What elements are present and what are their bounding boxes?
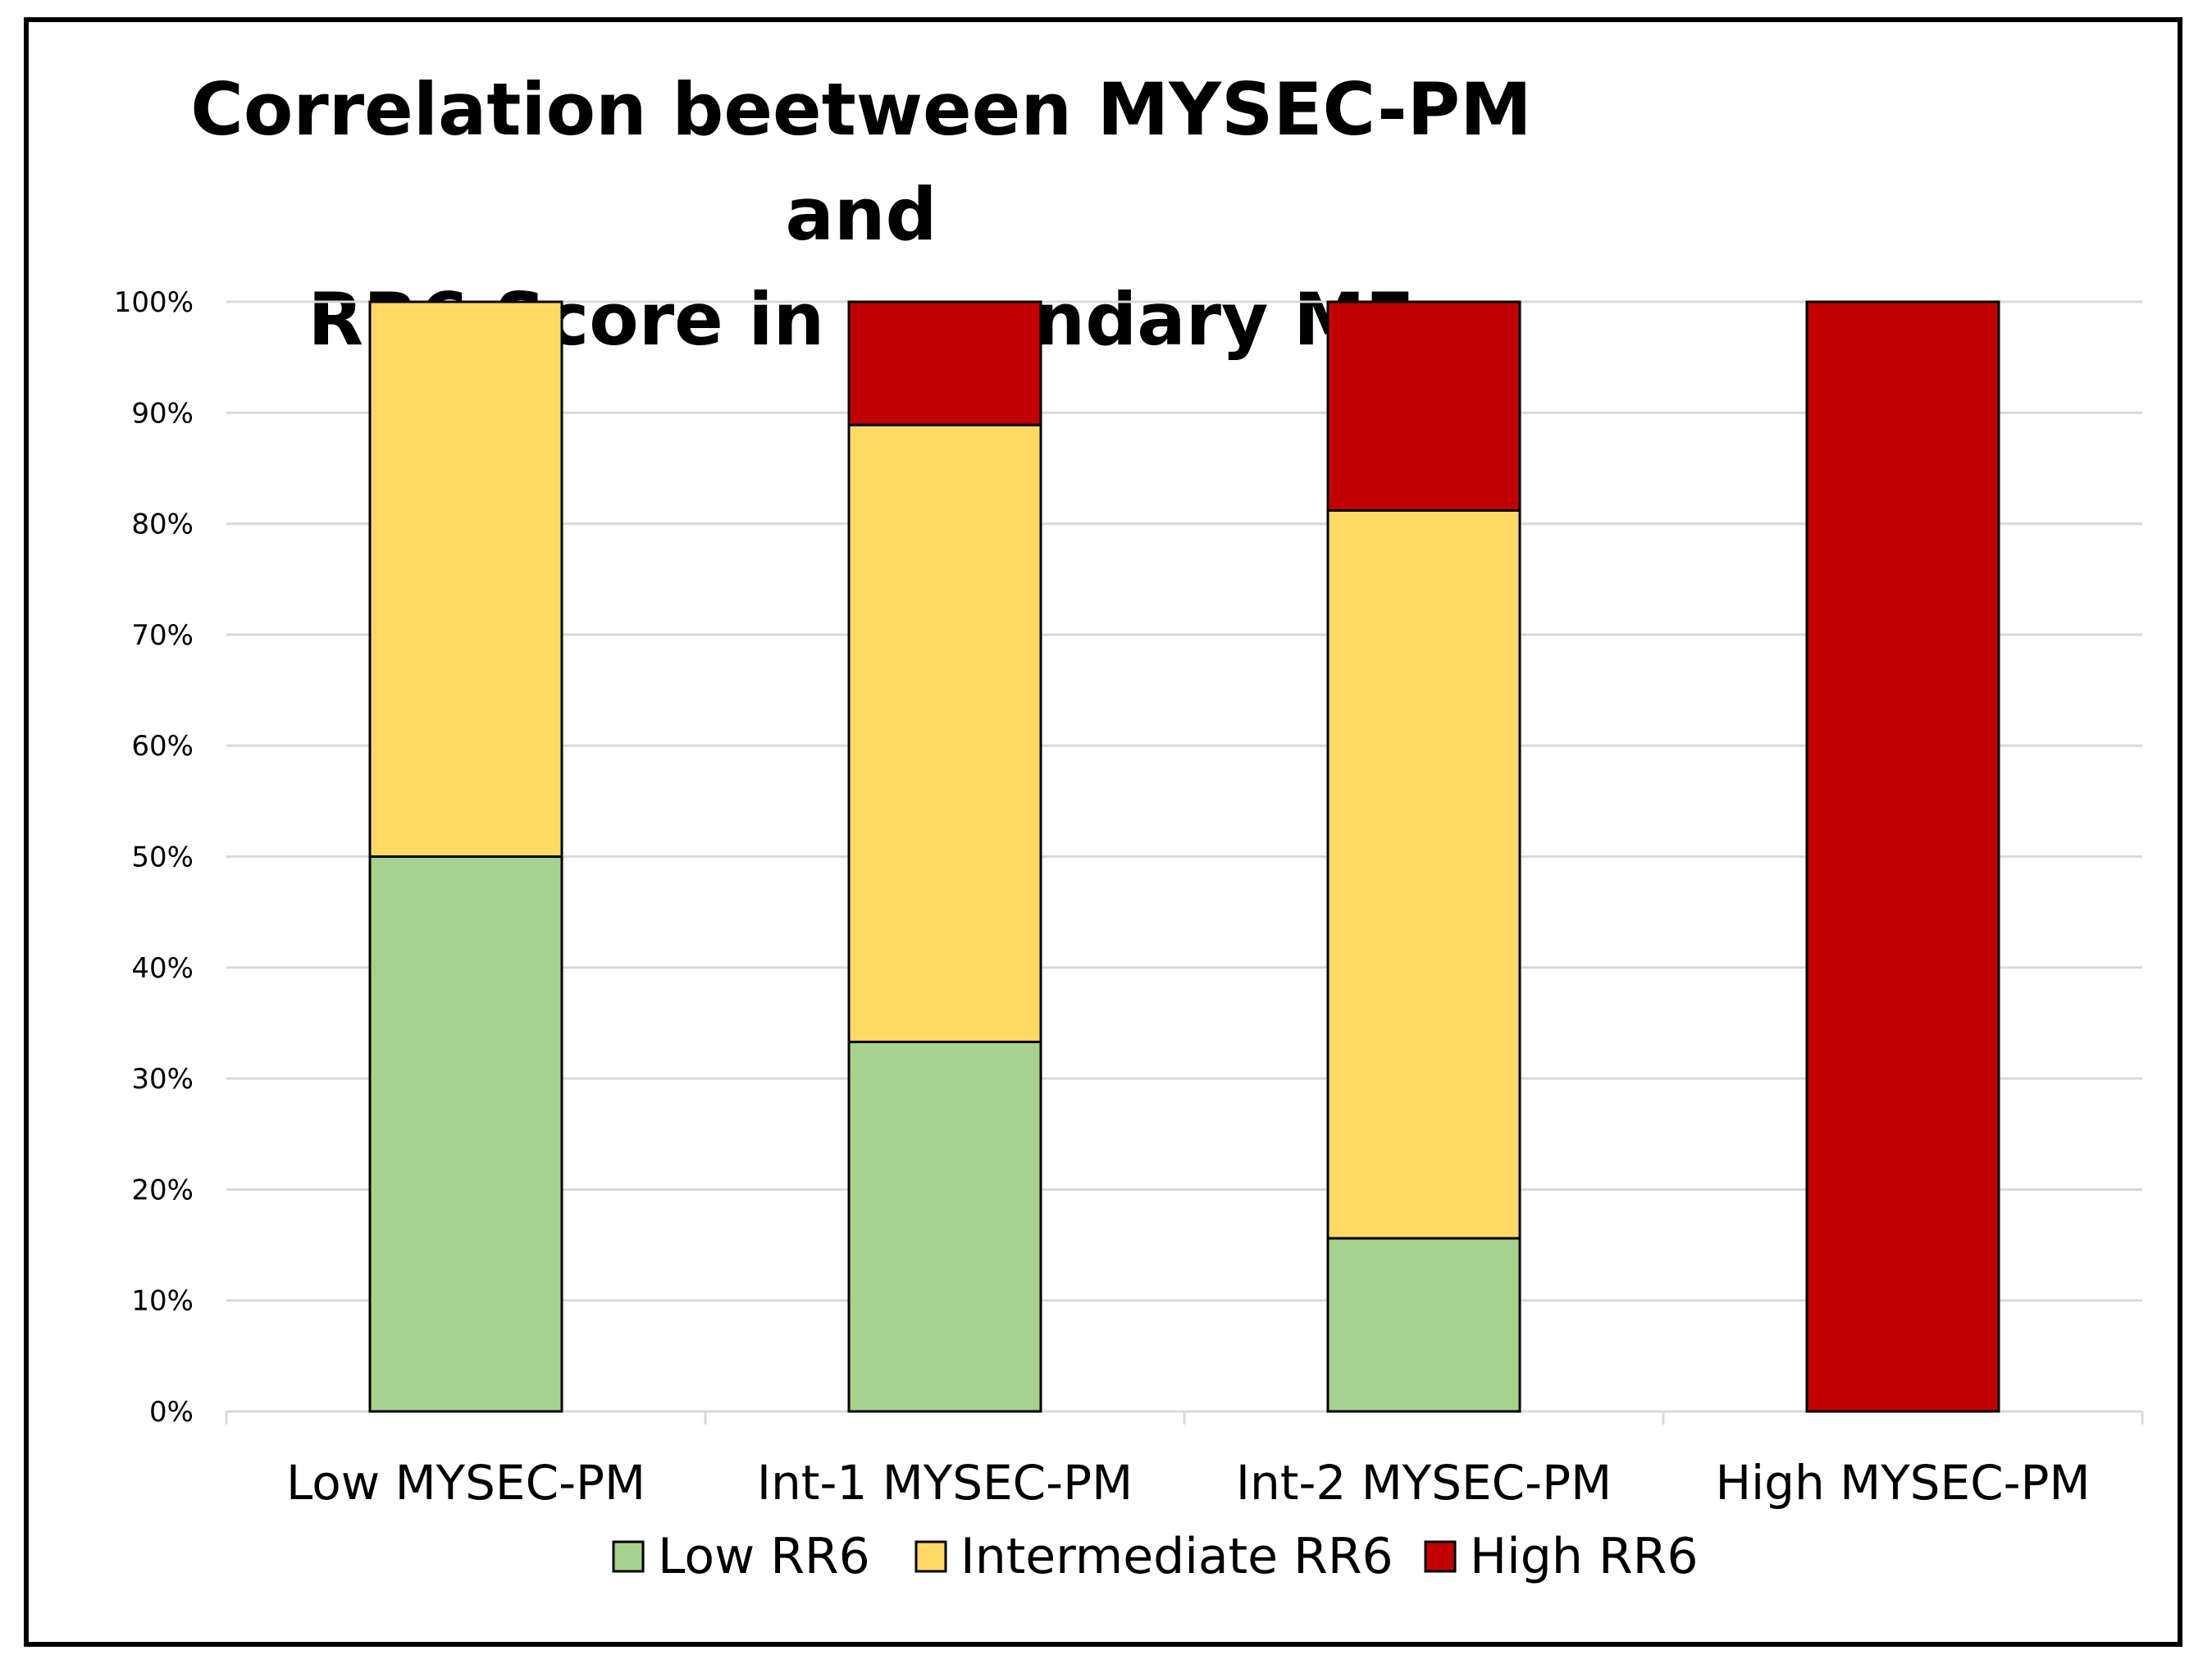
y-tick-label: 60% — [131, 730, 194, 763]
bars — [368, 300, 2000, 1413]
legend-label: Low RR6 — [658, 1528, 870, 1585]
y-tick-label: 30% — [131, 1063, 194, 1096]
y-tick-label: 80% — [131, 508, 194, 541]
bar-int-2-mysec-pm-intermediate-rr6 — [1326, 508, 1521, 1240]
y-tick-label: 40% — [131, 952, 194, 985]
legend: Low RR6 Intermediate RR6 High RR6 — [612, 1528, 1699, 1585]
y-tick-label: 20% — [131, 1174, 194, 1206]
y-tick-label: 0% — [149, 1396, 194, 1429]
legend-swatch-low-rr6 — [612, 1540, 645, 1573]
x-category-label: Int-1 MYSEC-PM — [757, 1455, 1133, 1511]
bar-int-2-mysec-pm-high-rr6 — [1326, 300, 1521, 512]
x-category-label: Low MYSEC-PM — [286, 1455, 645, 1511]
y-tick-label: 90% — [131, 397, 194, 430]
legend-swatch-high-rr6 — [1424, 1540, 1457, 1573]
bar-int-1-mysec-pm-intermediate-rr6 — [847, 423, 1042, 1043]
bar-low-mysec-pm-intermediate-rr6 — [368, 300, 563, 858]
chart-title-line-1: Correlation beetween MYSEC-PM and — [190, 67, 1532, 257]
bar-int-1-mysec-pm-high-rr6 — [847, 300, 1042, 426]
bar-int-2-mysec-pm-low-rr6 — [1326, 1237, 1521, 1413]
category-labels: Low MYSEC-PM Int-1 MYSEC-PM Int-2 MYSEC-PM… — [286, 1455, 2091, 1511]
legend-swatch-intermediate-rr6 — [914, 1540, 947, 1573]
bar-high-mysec-pm-high-rr6 — [1805, 300, 2000, 1413]
x-category-label: Int-2 MYSEC-PM — [1236, 1455, 1612, 1511]
y-tick-label: 10% — [131, 1285, 194, 1318]
bar-int-1-mysec-pm-low-rr6 — [847, 1040, 1042, 1413]
y-tick-label: 100% — [114, 286, 194, 319]
y-tick-label: 70% — [131, 619, 194, 652]
bar-low-mysec-pm-low-rr6 — [368, 855, 563, 1413]
legend-label: Intermediate RR6 — [960, 1528, 1393, 1585]
x-category-label: High MYSEC-PM — [1715, 1455, 2090, 1511]
legend-label: High RR6 — [1470, 1528, 1699, 1585]
y-tick-label: 50% — [131, 841, 194, 874]
